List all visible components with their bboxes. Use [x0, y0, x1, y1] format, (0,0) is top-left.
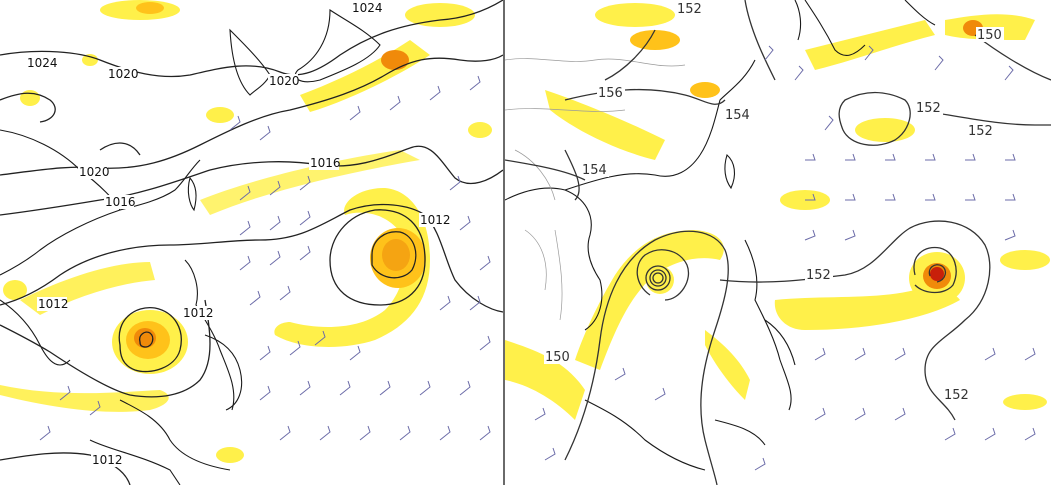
right-map-panel: 152 156 154 154 152 152 150 152 150 152 [505, 0, 1051, 485]
right-label-0: 152 [677, 2, 702, 17]
left-wind-barbs [39, 75, 491, 441]
left-shading [0, 0, 492, 463]
left-contour-labels: 1024 1024 1020 1020 1020 1016 1016 1012 … [26, 1, 451, 467]
right-contours [505, 0, 1051, 485]
right-label-6: 150 [977, 28, 1002, 43]
right-label-2: 154 [725, 108, 750, 123]
right-contour-labels: 152 156 154 154 152 152 150 152 150 152 [544, 1, 1004, 403]
left-label-2: 1020 [108, 67, 139, 81]
right-coastlines [505, 0, 936, 471]
right-wind-barbs [534, 45, 1036, 471]
right-label-5: 152 [968, 124, 993, 139]
right-borders [505, 58, 686, 321]
left-label-6: 1016 [105, 195, 136, 209]
left-label-10: 1012 [92, 453, 123, 467]
left-label-0: 1024 [352, 1, 383, 15]
left-coastlines [0, 8, 381, 485]
left-isobars [0, 0, 503, 485]
left-label-4: 1020 [79, 165, 110, 179]
left-map: 1024 1024 1020 1020 1020 1016 1016 1012 … [0, 0, 503, 485]
left-label-8: 1012 [38, 297, 69, 311]
right-label-8: 150 [545, 350, 570, 365]
left-label-1: 1024 [27, 56, 58, 70]
right-label-4: 152 [916, 101, 941, 116]
left-label-3: 1020 [269, 74, 300, 88]
right-label-3: 154 [582, 163, 607, 178]
left-label-5: 1016 [310, 156, 341, 170]
right-label-9: 152 [944, 388, 969, 403]
right-shading [505, 3, 1050, 420]
right-label-1: 156 [598, 86, 623, 101]
right-label-7: 152 [806, 268, 831, 283]
left-label-7: 1012 [420, 213, 451, 227]
right-map: 152 156 154 154 152 152 150 152 150 152 [505, 0, 1051, 485]
left-label-9: 1012 [183, 306, 214, 320]
left-map-panel: 1024 1024 1020 1020 1020 1016 1016 1012 … [0, 0, 505, 485]
